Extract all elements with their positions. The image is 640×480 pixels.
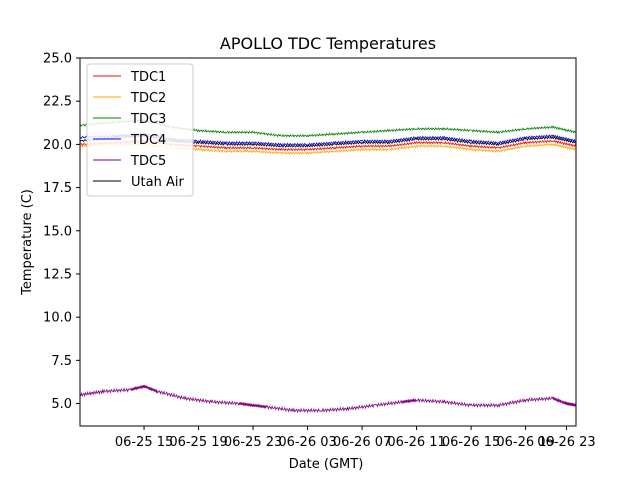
y-tick-label: 20.0 — [43, 138, 72, 153]
legend-entry: TDC4 — [130, 133, 166, 148]
y-tick-label: 17.5 — [43, 181, 72, 196]
legend-entry: TDC3 — [130, 112, 166, 127]
x-tick-label: 06-26 23 — [537, 435, 595, 450]
y-tick-label: 10.0 — [43, 311, 72, 326]
x-tick-label: 06-26 15 — [442, 435, 500, 450]
x-tick-label: 06-26 07 — [333, 435, 391, 450]
y-tick-label: 15.0 — [43, 224, 72, 239]
series-line-tdc5 — [79, 384, 577, 414]
y-axis: 5.0 7.5 10.0 12.5 15.0 17.5 20.0 22.5 25.0 — [43, 52, 80, 412]
legend: TDC1 TDC2 TDC3 TDC4 TDC5 Utah Air — [86, 63, 194, 197]
legend-entry: TDC5 — [130, 154, 166, 169]
chart-title: APOLLO TDC Temperatures — [220, 34, 436, 53]
y-tick-label: 22.5 — [43, 95, 72, 110]
x-tick-label: 06-26 19 — [496, 435, 554, 450]
y-tick-label: 25.0 — [43, 52, 72, 67]
x-tick-label: 06-25 19 — [169, 435, 227, 450]
y-tick-label: 7.5 — [51, 354, 72, 369]
y-tick-label: 12.5 — [43, 267, 72, 282]
x-tick-label: 06-26 03 — [278, 435, 336, 450]
legend-entry: Utah Air — [131, 175, 184, 190]
legend-entry: TDC2 — [130, 91, 166, 106]
y-tick-label: 5.0 — [51, 397, 72, 412]
legend-entry: TDC1 — [130, 70, 166, 85]
y-axis-label: Temperature (C) — [20, 189, 35, 296]
x-tick-label: 06-26 11 — [387, 435, 445, 450]
x-axis-label: Date (GMT) — [289, 457, 364, 472]
plot-frame — [79, 57, 577, 427]
x-tick-label: 06-25 15 — [115, 435, 173, 450]
x-tick-label: 06-25 23 — [224, 435, 282, 450]
